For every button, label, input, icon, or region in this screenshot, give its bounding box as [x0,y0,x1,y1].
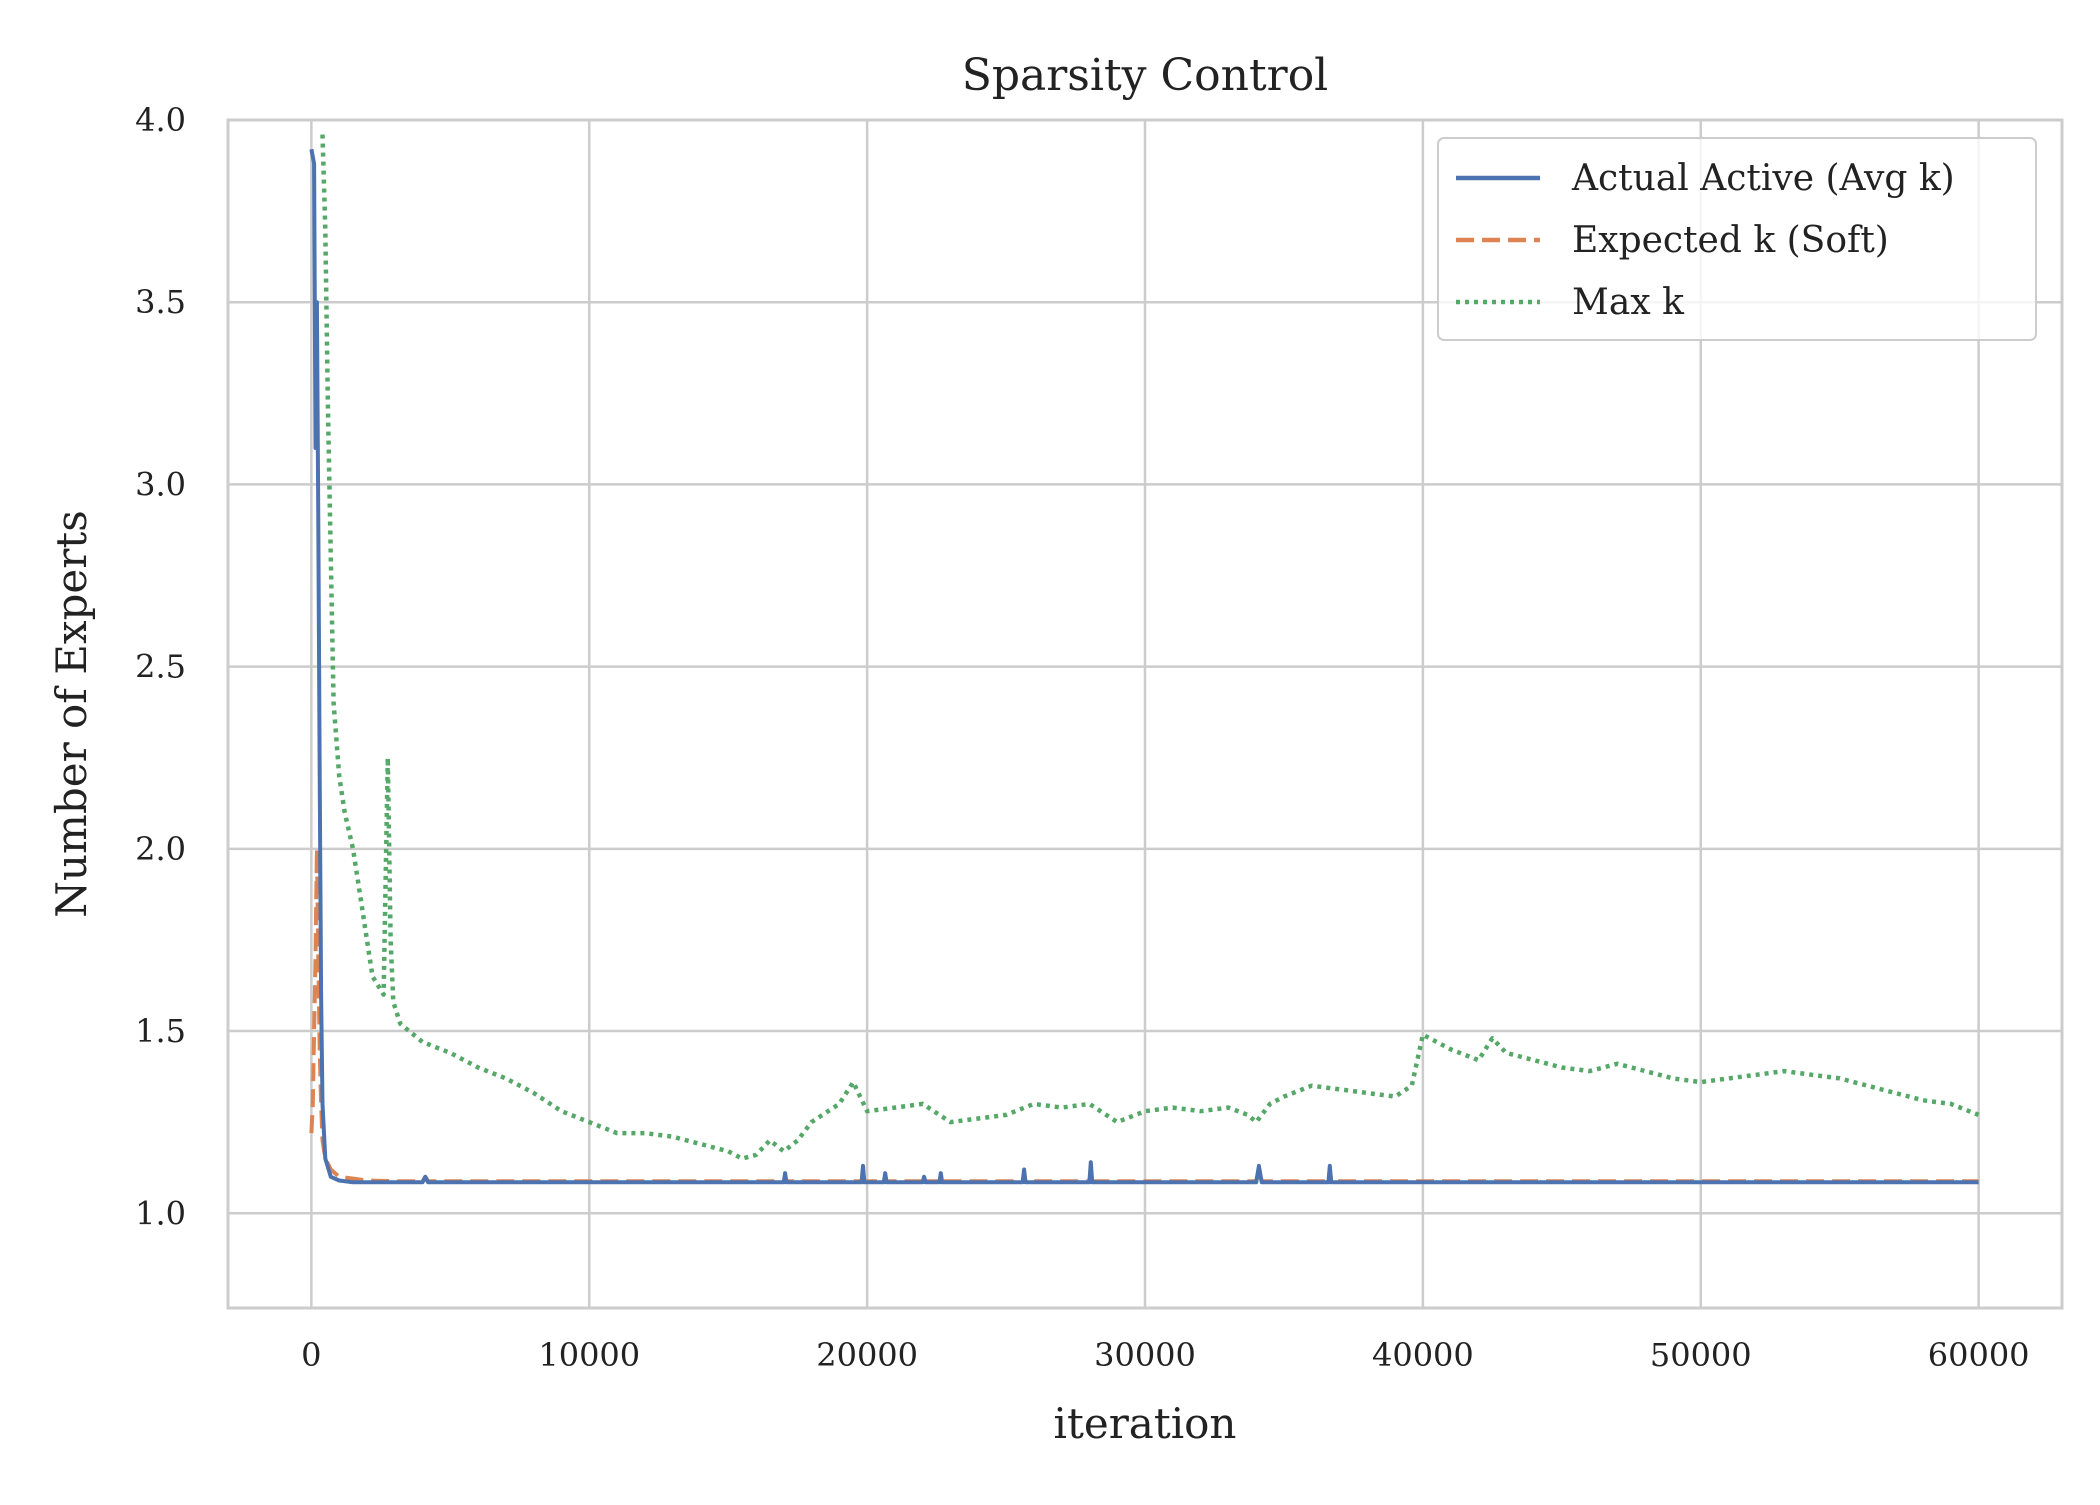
plot-frame [226,118,2064,1310]
legend-box [1437,137,2037,341]
series-line-max-k [320,134,1980,1161]
x-tick-label: 30000 [1094,1336,1196,1374]
chart-title: Sparsity Control [962,50,1329,101]
y-axis-label: Number of Experts [47,510,96,918]
y-tick-label: 4.0 [135,101,186,139]
x-tick-label: 20000 [816,1336,918,1374]
y-tick-label: 2.0 [135,830,186,868]
y-tick-label: 3.5 [135,283,186,321]
legend-label: Expected k (Soft) [1572,220,1889,261]
legend-label: Actual Active (Avg k) [1571,158,1955,199]
y-tick-label: 1.5 [135,1012,186,1050]
legend: Actual Active (Avg k) Expected k (Soft) Ma… [1437,137,2037,341]
series-layer [309,134,1980,1185]
x-tick-label: 50000 [1650,1336,1752,1374]
y-tick-label: 3.0 [135,465,186,503]
x-axis-ticks: 0 10000 20000 30000 40000 50000 60000 [301,1336,2029,1374]
y-tick-label: 1.0 [135,1194,186,1232]
y-tick-label: 2.5 [135,648,186,686]
series-line-actual-active-avg-k [309,148,1979,1185]
x-tick-label: 0 [301,1336,321,1374]
x-tick-label: 60000 [1928,1336,2030,1374]
y-axis-ticks: 1.0 1.5 2.0 2.5 3.0 3.5 4.0 [135,101,186,1232]
x-axis-label: iteration [1054,1399,1237,1448]
legend-label: Max k [1572,282,1685,323]
x-tick-label: 40000 [1372,1336,1474,1374]
x-tick-label: 10000 [538,1336,640,1374]
